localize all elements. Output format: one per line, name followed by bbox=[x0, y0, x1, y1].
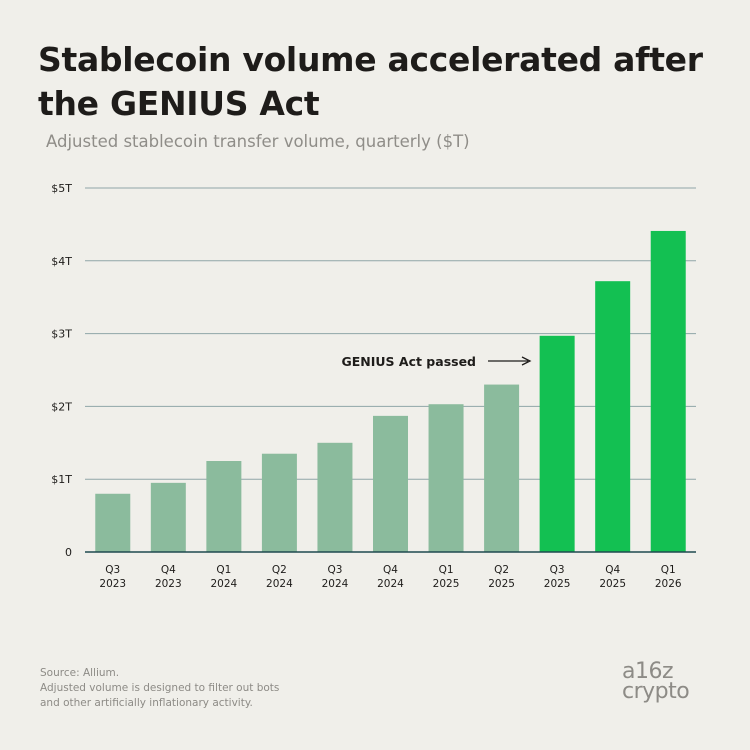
chart-subtitle: Adjusted stablecoin transfer volume, qua… bbox=[46, 132, 470, 151]
x-tick-label: 2026 bbox=[655, 578, 682, 590]
bar bbox=[539, 335, 575, 552]
logo-line: crypto bbox=[622, 679, 690, 704]
x-tick-label: Q4 bbox=[605, 564, 620, 576]
x-tick-label: Q1 bbox=[439, 564, 454, 576]
bar bbox=[206, 461, 242, 552]
x-tick-label: Q2 bbox=[272, 564, 287, 576]
chart-title: Stablecoin volume accelerated after the … bbox=[38, 40, 703, 123]
annotation-label: GENIUS Act passed bbox=[341, 354, 476, 369]
x-tick-label: Q3 bbox=[550, 564, 565, 576]
bar bbox=[95, 493, 131, 552]
bar-chart: 0 $1T $2T $3T $4T $5T Q3 2023 Q4 2023 Q1 2024 Q2 2024… bbox=[51, 182, 696, 590]
y-tick-label: $1T bbox=[51, 473, 72, 486]
bar bbox=[150, 482, 186, 552]
y-tick-label: $5T bbox=[51, 182, 72, 195]
bar bbox=[595, 281, 631, 552]
y-tick-label: 0 bbox=[65, 546, 72, 559]
bar bbox=[317, 442, 353, 552]
logo-line: a16z bbox=[622, 659, 674, 684]
x-tick-label: 2023 bbox=[99, 578, 126, 590]
bar bbox=[650, 230, 686, 552]
y-tick-label: $4T bbox=[51, 255, 72, 268]
source-line: and other artificially inflationary acti… bbox=[40, 697, 253, 709]
annotation-arrowhead bbox=[521, 356, 532, 366]
source-line: Adjusted volume is designed to filter ou… bbox=[40, 682, 280, 694]
a16z-crypto-logo: a16z crypto bbox=[622, 659, 690, 704]
x-tick-label: 2024 bbox=[210, 578, 237, 590]
x-tick-label: Q1 bbox=[661, 564, 676, 576]
x-tick-label: 2025 bbox=[599, 578, 626, 590]
source-note: Source: Allium. Adjusted volume is desig… bbox=[40, 666, 279, 711]
x-tick-label: 2025 bbox=[544, 578, 571, 590]
x-tick-label: Q3 bbox=[327, 564, 342, 576]
x-tick-label: Q1 bbox=[216, 564, 231, 576]
bar bbox=[373, 415, 408, 552]
x-tick-label: Q4 bbox=[161, 564, 176, 576]
bar bbox=[261, 453, 297, 552]
x-tick-label: Q4 bbox=[383, 564, 398, 576]
x-tick-label: 2024 bbox=[266, 578, 293, 590]
x-tick-label: Q2 bbox=[494, 564, 509, 576]
x-tick-label: 2025 bbox=[488, 578, 515, 590]
bar bbox=[428, 404, 464, 552]
x-tick-label: 2024 bbox=[377, 578, 404, 590]
x-tick-label: 2025 bbox=[433, 578, 460, 590]
y-tick-label: $3T bbox=[51, 328, 72, 341]
x-tick-label: 2023 bbox=[155, 578, 182, 590]
x-tick-label: Q3 bbox=[105, 564, 120, 576]
y-tick-label: $2T bbox=[51, 400, 72, 413]
bar bbox=[484, 384, 520, 552]
source-line: Source: Allium. bbox=[40, 667, 120, 679]
x-tick-label: 2024 bbox=[322, 578, 349, 590]
